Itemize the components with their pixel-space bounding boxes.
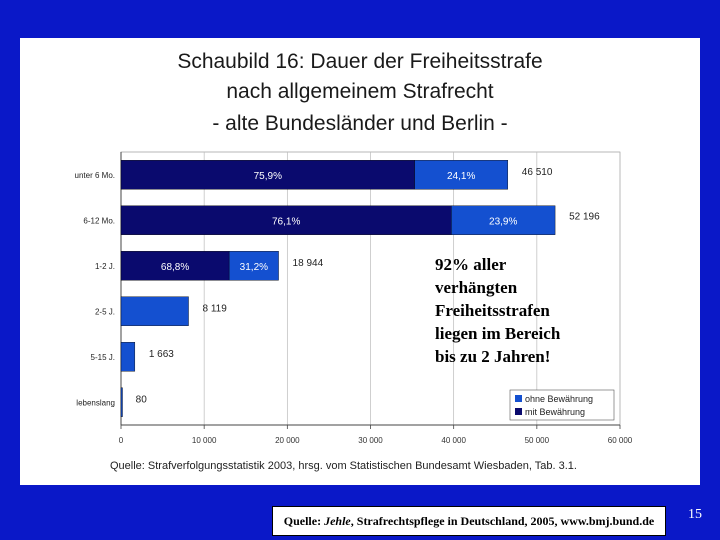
y-tick-label: lebenslang	[76, 398, 115, 407]
chart-subtitle: - alte Bundesländer und Berlin -	[212, 112, 508, 135]
bar-ohne-bewaehrung	[120, 387, 123, 417]
total-label: 18 944	[293, 258, 324, 269]
bar-ohne-bewaehrung	[120, 296, 189, 326]
x-tick-label: 20 000	[275, 436, 300, 445]
data-label: 24,1%	[447, 171, 475, 182]
legend-swatch-ohne	[515, 395, 522, 402]
bar-mit-bewaehrung	[120, 251, 230, 281]
data-label: 23,9%	[489, 216, 517, 227]
data-label: 68,8%	[161, 262, 189, 273]
data-label: 31,2%	[240, 262, 268, 273]
legend-box	[509, 389, 615, 421]
y-tick-label: unter 6 Mo.	[75, 171, 115, 180]
total-label: 1 663	[149, 349, 174, 360]
bar-ohne-bewaehrung	[414, 160, 509, 190]
bar-ohne-bewaehrung	[451, 205, 556, 235]
legend-label-ohne: ohne Bewährung	[525, 394, 593, 404]
footer-source: Quelle: Jehle, Strafrechtspflege in Deut…	[272, 506, 666, 536]
page-number: 15	[688, 507, 702, 522]
legend-swatch-mit	[515, 408, 522, 415]
total-label: 52 196	[569, 211, 600, 222]
bar-ohne-bewaehrung	[120, 342, 136, 372]
bar-mit-bewaehrung	[120, 205, 452, 235]
chart-title-line-2: nach allgemeinem Strafrecht	[226, 80, 494, 103]
y-tick-label: 6-12 Mo.	[83, 216, 115, 225]
data-label: 75,9%	[254, 171, 282, 182]
x-tick-label: 60 000	[608, 436, 633, 445]
y-tick-label: 5-15 J.	[91, 353, 115, 362]
data-label: 76,1%	[272, 216, 300, 227]
chart-title: Schaubild 16: Dauer der Freiheitsstrafe	[177, 50, 543, 73]
legend-label-mit: mit Bewährung	[525, 407, 585, 417]
x-tick-label: 40 000	[441, 436, 466, 445]
x-tick-label: 50 000	[525, 436, 550, 445]
chart-source: Quelle: Strafverfolgungsstatistik 2003, …	[110, 460, 577, 472]
footer-author: Jehle	[324, 514, 351, 528]
y-tick-label: 2-5 J.	[95, 307, 115, 316]
bar-mit-bewaehrung	[120, 160, 415, 190]
footer-prefix: Quelle:	[283, 514, 325, 528]
total-label: 46 510	[522, 167, 553, 178]
annotation-text: 92% aller verhängten Freiheitsstrafen li…	[435, 255, 561, 366]
x-tick-label: 0	[119, 436, 124, 445]
total-label: 80	[136, 394, 148, 405]
total-label: 8 119	[203, 303, 228, 314]
footer-rest: , Strafrechtspflege in Deutschland, 2005…	[350, 514, 655, 528]
y-tick-label: 1-2 J.	[95, 262, 115, 271]
bar-ohne-bewaehrung	[228, 251, 279, 281]
x-tick-label: 10 000	[192, 436, 217, 445]
x-tick-label: 30 000	[358, 436, 383, 445]
